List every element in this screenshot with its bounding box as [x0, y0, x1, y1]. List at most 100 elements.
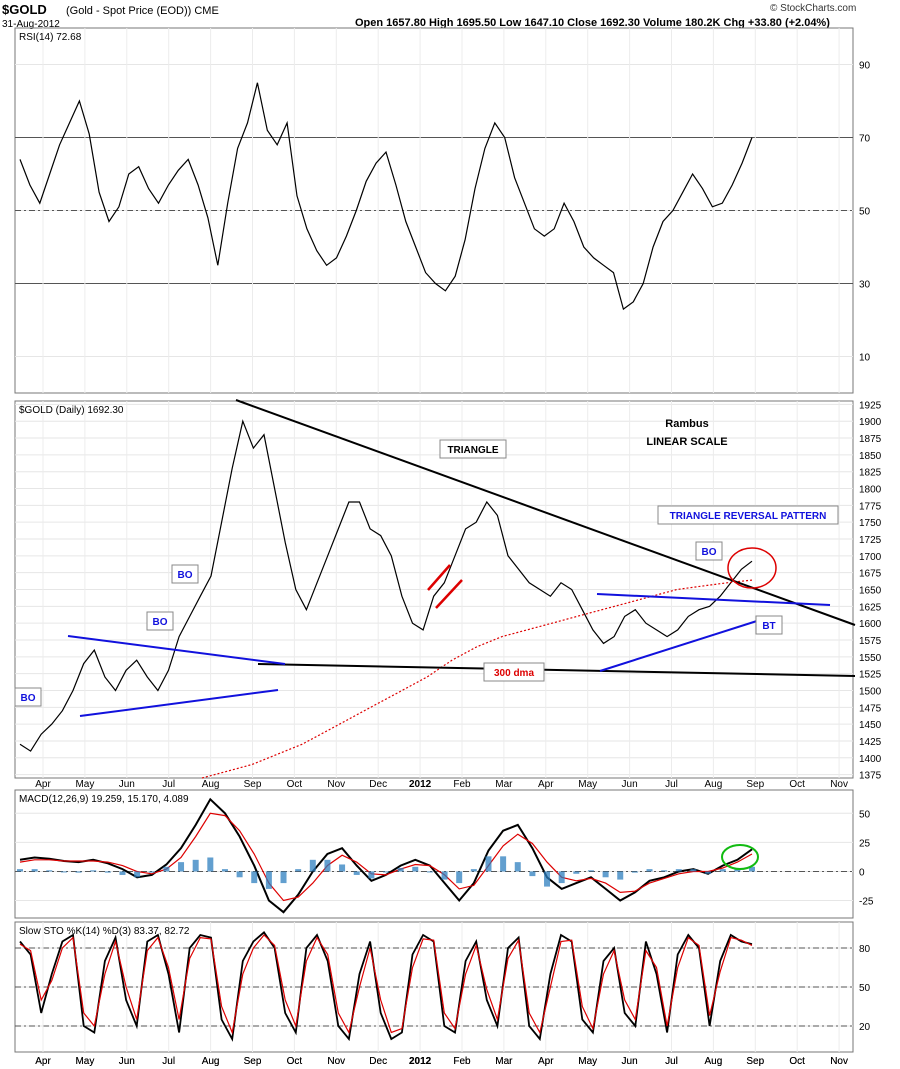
macd-histogram-bar — [163, 866, 170, 872]
macd-histogram-bar — [368, 871, 375, 879]
macd-histogram-bar — [690, 869, 697, 872]
y-tick-label: 1450 — [859, 720, 882, 731]
macd-histogram-bar — [558, 871, 565, 884]
y-tick-label: 1675 — [859, 569, 882, 580]
macd-histogram-bar — [75, 871, 82, 873]
x-tick-label: Sep — [244, 779, 262, 790]
annotation-bo-box — [146, 611, 174, 631]
x-tick-label: Apr — [35, 1056, 51, 1067]
x-tick-label: Jul — [162, 779, 175, 790]
x-tick-label: Sep — [244, 1056, 262, 1067]
x-tick-label: Feb — [453, 779, 471, 790]
x-tick-label: Oct — [287, 1056, 303, 1067]
x-tick-label: Mar — [495, 779, 513, 790]
macd-histogram-bar — [265, 871, 272, 889]
macd-histogram-bar — [148, 871, 155, 873]
x-tick-label: Aug — [202, 779, 220, 790]
panel-frame — [14, 789, 854, 919]
macd-histogram-bar — [587, 870, 594, 872]
x-tick-label: Dec — [369, 1056, 387, 1067]
y-tick-label: 20 — [859, 1022, 871, 1033]
annotation-rambus: Rambus — [665, 418, 708, 430]
y-tick-label: -25 — [859, 897, 874, 908]
series-line-1 — [19, 934, 753, 1035]
x-tick-label: Jul — [162, 1056, 175, 1067]
y-tick-label: 1900 — [859, 417, 882, 428]
macd-histogram-bar — [426, 871, 433, 873]
macd-histogram-bar — [500, 856, 507, 872]
x-tick-label: Jun — [622, 779, 638, 790]
x-tick-label: Jul — [665, 779, 678, 790]
x-tick-label: Feb — [453, 1056, 471, 1067]
x-tick-label: Apr — [538, 1056, 554, 1067]
series-line-0 — [19, 797, 753, 914]
y-tick-label: 50 — [859, 207, 871, 218]
x-tick-label: Jun — [622, 1056, 638, 1067]
x-tick-label: May — [578, 1056, 597, 1067]
macd-histogram-bar — [31, 869, 38, 872]
x-tick-label: Apr — [35, 779, 51, 790]
macd-histogram-bar — [544, 871, 551, 887]
panel-title: Slow STO %K(14) %D(3) 83.37, 82.72 — [19, 926, 190, 937]
y-tick-label: 1500 — [859, 686, 882, 697]
x-tick-label: May — [578, 779, 597, 790]
symbol-description: (Gold - Spot Price (EOD)) CME — [66, 5, 219, 17]
x-tick-label: Oct — [789, 1056, 805, 1067]
macd-histogram-bar — [309, 859, 316, 872]
macd-histogram-bar — [178, 862, 185, 872]
y-tick-label: 10 — [859, 353, 871, 364]
macd-histogram-bar — [631, 871, 638, 873]
y-tick-label: 1550 — [859, 653, 882, 664]
annotation-bo-box — [171, 564, 199, 584]
annotation-bo-box — [695, 541, 723, 561]
y-tick-label: 1650 — [859, 586, 882, 597]
panel-title: RSI(14) 72.68 — [19, 32, 82, 43]
macd-histogram-bar — [339, 864, 346, 872]
macd-histogram-bar — [280, 871, 287, 884]
macd-histogram-bar — [529, 871, 536, 877]
x-tick-label: Oct — [789, 1056, 805, 1067]
y-tick-label: 90 — [859, 61, 871, 72]
annotation-triangle-reversal: TRIANGLE REVERSAL PATTERN — [670, 511, 827, 522]
macd-histogram-bar — [514, 862, 521, 872]
macd-histogram-bar — [119, 871, 126, 875]
reversal-lower-trendline — [599, 619, 761, 672]
y-tick-label: 1800 — [859, 485, 882, 496]
annotation-300dma: 300 dma — [494, 668, 534, 679]
macd-histogram-bar — [456, 871, 463, 884]
macd-histogram-bar — [60, 871, 67, 873]
x-tick-label: 2012 — [409, 1056, 432, 1067]
x-tick-label: Oct — [287, 779, 303, 790]
y-tick-label: 1475 — [859, 703, 882, 714]
macd-histogram-bar — [719, 869, 726, 872]
series-line-0 — [19, 82, 753, 311]
annotation-triangle: TRIANGLE — [447, 445, 498, 456]
y-tick-label: 1700 — [859, 552, 882, 563]
panel-title: MACD(12,26,9) 19.259, 15.170, 4.089 — [19, 794, 189, 805]
x-tick-label: May — [75, 1056, 94, 1067]
y-tick-label: 1575 — [859, 636, 882, 647]
y-tick-label: 80 — [859, 944, 871, 955]
y-tick-label: 50 — [859, 809, 871, 820]
macd-histogram-bar — [485, 856, 492, 872]
red-channel-line — [427, 564, 451, 591]
macd-histogram-bar — [734, 869, 741, 872]
x-tick-label: Aug — [202, 1056, 220, 1067]
x-tick-label: 2012 — [409, 1056, 432, 1067]
x-tick-label: May — [75, 1056, 94, 1067]
x-tick-label: Nov — [830, 779, 848, 790]
x-tick-label: Dec — [369, 1056, 387, 1067]
x-tick-label: Jun — [119, 1056, 135, 1067]
y-tick-label: 1925 — [859, 400, 882, 411]
macd-highlight-circle — [721, 844, 759, 870]
x-tick-label: Sep — [244, 1056, 262, 1067]
x-tick-label: Oct — [287, 1056, 303, 1067]
x-tick-label: Jul — [665, 1056, 678, 1067]
x-tick-label: Aug — [202, 1056, 220, 1067]
annotation-bo: BO — [21, 693, 36, 704]
x-tick-label: Nov — [327, 1056, 345, 1067]
x-tick-label: 2012 — [409, 779, 432, 790]
annotation-300dma-box — [483, 662, 545, 682]
y-tick-label: 1875 — [859, 434, 882, 445]
